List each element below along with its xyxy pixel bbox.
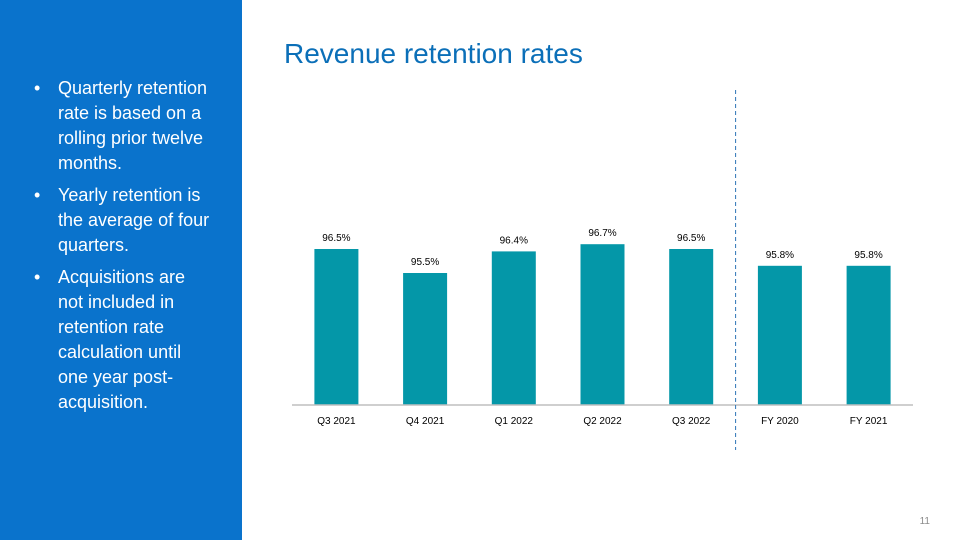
bar-q3-2021 [314,249,359,405]
bar-q2-2022 [580,244,625,405]
page-number: 11 [919,516,930,527]
x-tick-label: Q4 2021 [406,416,445,427]
x-tick-label: FY 2021 [850,416,888,427]
data-label: 96.4% [500,235,528,246]
data-label: 95.5% [411,257,439,268]
retention-bar-chart: 96.5% Q3 2021 95.5% Q4 2021 96.4% Q1 2022 96.7… [292,90,913,450]
bar-q3-2022 [669,249,714,405]
bullet-dot: • [34,185,41,205]
data-label: 96.7% [588,228,616,239]
note-item: • Acquisitions are not included in reten… [34,265,212,415]
note-item: • Yearly retention is the average of fou… [34,183,212,258]
x-tick-label: Q1 2022 [495,416,534,427]
bar-fy-2021 [846,265,891,405]
bullet-dot: • [34,267,41,287]
sidebar-panel: • Quarterly retention rate is based on a… [0,0,242,540]
bar-q4-2021 [403,273,448,405]
page-title: Revenue retention rates [284,38,583,69]
x-tick-label: Q3 2021 [317,416,356,427]
x-tick-label: FY 2020 [761,416,799,427]
data-label: 95.8% [854,250,882,261]
note-text: Acquisitions are not included in retenti… [58,267,186,412]
data-label: 95.8% [766,250,794,261]
bar-fy-2020 [757,265,802,405]
x-tick-label: Q3 2022 [672,416,711,427]
note-text: Yearly retention is the average of four … [58,185,210,255]
bullet-dot: • [34,78,41,98]
notes-list: • Quarterly retention rate is based on a… [34,76,212,422]
bar-q1-2022 [491,251,536,405]
x-tick-label: Q2 2022 [583,416,622,427]
data-label: 96.5% [677,233,705,244]
note-item: • Quarterly retention rate is based on a… [34,76,212,176]
note-text: Quarterly retention rate is based on a r… [58,78,208,173]
data-label: 96.5% [322,233,350,244]
